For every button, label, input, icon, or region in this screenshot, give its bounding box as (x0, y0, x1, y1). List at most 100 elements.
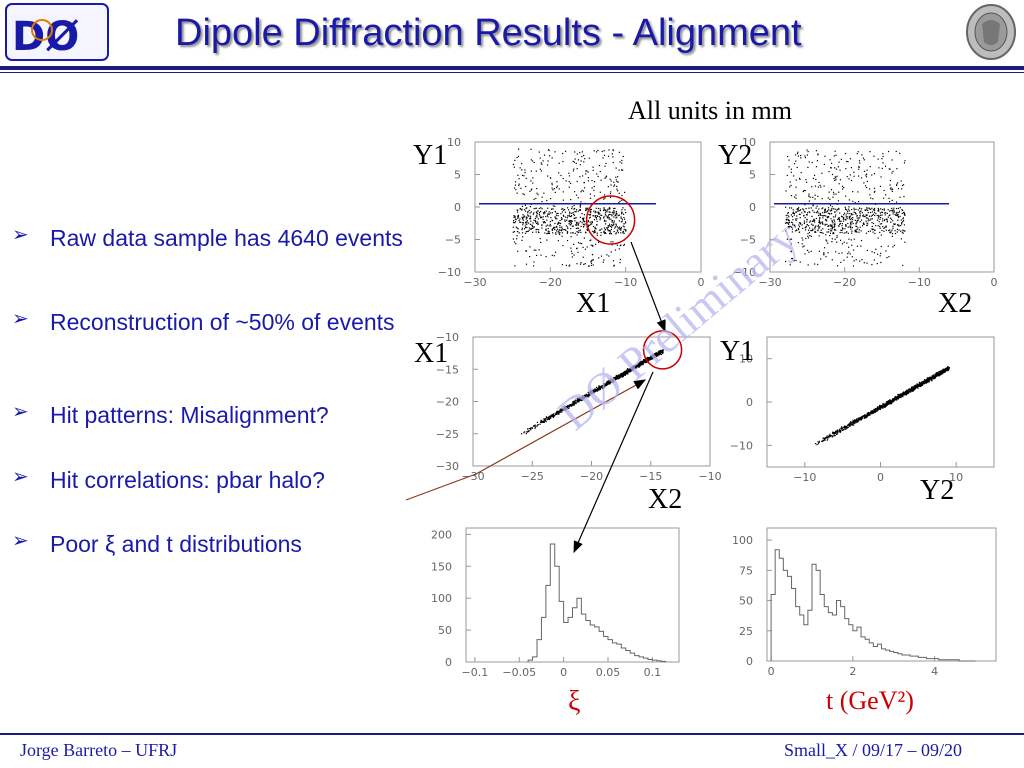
scatter-point (568, 222, 570, 225)
scatter-point (853, 171, 855, 173)
scatter-point (573, 214, 576, 216)
scatter-point (855, 420, 857, 422)
scatter-point (923, 379, 926, 381)
scatter-point (644, 362, 646, 364)
scatter-point (908, 388, 910, 390)
scatter-point (868, 207, 870, 209)
scatter-point (553, 413, 555, 415)
scatter-point (598, 257, 600, 259)
scatter-point (884, 214, 886, 216)
scatter-point (866, 262, 868, 264)
scatter-point (853, 424, 855, 426)
scatter-point (524, 225, 526, 227)
scatter-point (916, 385, 919, 387)
scatter-point (937, 373, 939, 375)
scatter-point (558, 222, 560, 224)
scatter-point (630, 368, 632, 370)
scatter-point (817, 225, 819, 228)
x-tick-label: 2 (849, 665, 856, 678)
scatter-point (583, 396, 585, 398)
scatter-point (589, 394, 591, 396)
scatter-point (897, 394, 899, 396)
scatter-point (573, 207, 576, 210)
scatter-point (931, 380, 933, 382)
scatter-point (863, 417, 865, 419)
scatter-point (863, 182, 865, 184)
scatter-point (621, 199, 623, 201)
scatter-point (517, 230, 519, 233)
scatter-point (836, 430, 838, 432)
scatter-point (600, 387, 602, 389)
scatter-point (539, 215, 541, 217)
scatter-point (883, 404, 885, 406)
scatter-point (575, 217, 577, 219)
scatter-point (599, 388, 601, 390)
x-tick-label: −0.1 (462, 666, 489, 679)
scatter-point (800, 157, 802, 159)
scatter-point (801, 212, 803, 214)
scatter-point (889, 180, 892, 182)
scatter-point (925, 379, 928, 381)
scatter-point (576, 400, 578, 403)
scatter-point (824, 208, 826, 211)
scatter-point (795, 160, 797, 162)
scatter-point (525, 433, 527, 435)
scatter-point (592, 264, 594, 266)
scatter-point (821, 172, 823, 174)
scatter-point (544, 419, 546, 422)
scatter-point (804, 211, 806, 213)
scatter-point (546, 417, 548, 419)
scatter-point (839, 212, 841, 214)
scatter-point (843, 427, 845, 429)
scatter-point (843, 217, 845, 219)
scatter-point (855, 230, 857, 232)
scatter-point (854, 231, 856, 233)
scatter-point (586, 229, 589, 232)
scatter-point (938, 372, 940, 375)
scatter-point (572, 401, 574, 403)
scatter-point (610, 191, 612, 193)
scatter-point (579, 220, 582, 223)
scatter-point (841, 428, 843, 430)
scatter-point (925, 380, 927, 382)
footer-author: Jorge Barreto – UFRJ (20, 740, 178, 760)
scatter-point (878, 408, 880, 410)
scatter-point (524, 171, 526, 174)
scatter-point (555, 214, 558, 216)
scatter-point (877, 408, 879, 410)
scatter-point (661, 350, 663, 352)
scatter-point (884, 212, 886, 214)
scatter-point (591, 222, 593, 224)
scatter-point (527, 230, 529, 232)
scatter-point (610, 233, 613, 235)
scatter-point (889, 231, 891, 233)
scatter-point (914, 386, 916, 388)
scatter-point (620, 229, 622, 231)
scatter-point (854, 229, 857, 231)
scatter-point (589, 210, 591, 212)
scatter-point (855, 422, 857, 424)
scatter-point (621, 372, 623, 374)
scatter-point (798, 226, 801, 228)
bullet-text: Raw data sample has 4640 events (50, 225, 403, 251)
scatter-point (554, 222, 556, 225)
scatter-point (583, 395, 585, 397)
scatter-point (866, 169, 868, 171)
axis-label-xi: ξ (568, 686, 581, 717)
scatter-point (846, 218, 848, 220)
scatter-point (552, 414, 554, 416)
x-tick-label: −30 (758, 276, 781, 289)
scatter-point (808, 207, 810, 209)
scatter-point (796, 215, 798, 217)
scatter-point (534, 426, 536, 428)
scatter-point (569, 212, 571, 214)
scatter-point (615, 217, 617, 219)
scatter-point (915, 385, 918, 387)
scatter-point (794, 226, 796, 228)
scatter-point (812, 196, 814, 198)
scatter-point (544, 232, 546, 234)
scatter-point (553, 227, 555, 229)
scatter-point (825, 239, 827, 241)
scatter-point (809, 235, 811, 237)
scatter-point (564, 211, 567, 213)
